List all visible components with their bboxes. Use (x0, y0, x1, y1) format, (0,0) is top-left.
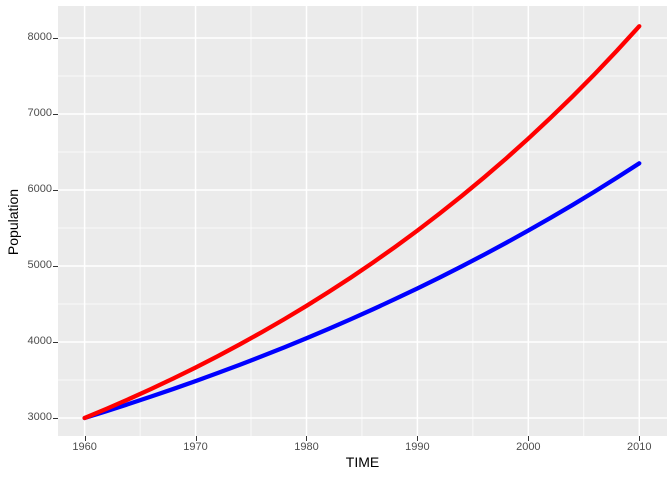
panel-background (58, 6, 667, 436)
y-tick-label: 4000 (27, 335, 52, 348)
y-axis-title: Population (5, 188, 21, 256)
series-line-population-growth-1.5pct-blue (82, 161, 642, 421)
y-tick-label: 7000 (27, 107, 52, 120)
y-tick-mark (53, 341, 58, 343)
x-tick-mark (417, 436, 419, 441)
x-tick-mark (84, 436, 86, 441)
x-tick-mark (195, 436, 197, 441)
x-tick-mark (528, 436, 530, 441)
y-tick-mark (53, 189, 58, 191)
x-tick-label: 2000 (516, 441, 541, 453)
x-axis-title: TIME (345, 454, 380, 470)
series-line-population-growth-2pct-red (82, 24, 642, 421)
x-tick-label: 1980 (294, 441, 319, 453)
y-tick-mark (53, 265, 58, 267)
plot-panel (58, 6, 667, 436)
x-tick-label: 1960 (72, 441, 97, 453)
x-tick-mark (306, 436, 308, 441)
plot-svg (58, 6, 667, 436)
y-tick-mark (53, 113, 58, 115)
y-tick-mark (53, 37, 58, 39)
x-tick-label: 1990 (405, 441, 430, 453)
y-tick-label: 3000 (27, 411, 52, 424)
y-tick-label: 5000 (27, 259, 52, 272)
x-tick-label: 2010 (627, 441, 652, 453)
y-tick-label: 8000 (27, 31, 52, 44)
y-tick-label: 6000 (27, 183, 52, 196)
x-tick-mark (639, 436, 641, 441)
x-tick-label: 1970 (183, 441, 208, 453)
y-tick-mark (53, 417, 58, 419)
